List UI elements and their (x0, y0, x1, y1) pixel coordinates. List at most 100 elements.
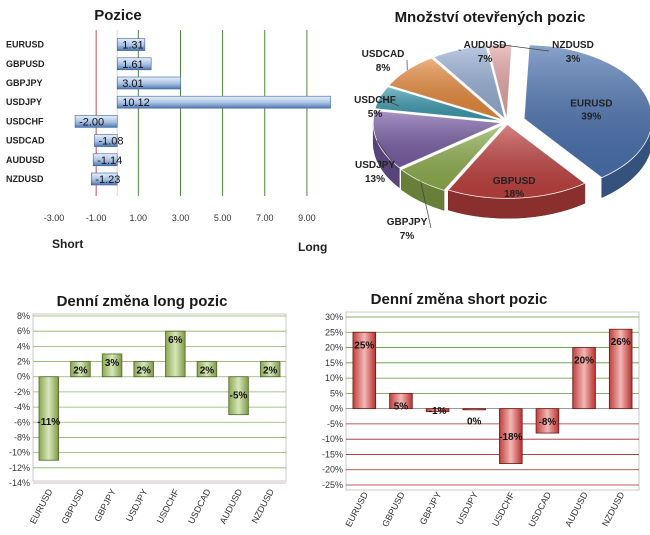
y-tick-label: -25% (322, 480, 343, 490)
y-tick-label: -2% (14, 387, 30, 397)
position-value-label: -1.23 (95, 174, 120, 186)
short-label: Short (52, 237, 83, 251)
y-tick-label: 4% (17, 341, 30, 351)
position-category-label: GBPUSD (6, 59, 45, 69)
pie-slice-highlight (401, 124, 504, 191)
position-category-label: USDCAD (6, 136, 45, 146)
pie-leader-line (379, 97, 400, 107)
short-change-chart: Denní změna short pozic 30% 25% 20% 15% 10% 5… (322, 291, 640, 529)
bar (228, 376, 249, 416)
bar (535, 408, 560, 434)
position-category-label: AUDUSD (6, 155, 45, 165)
bar-value-label: -18% (499, 432, 522, 443)
pie-slice-highlight (524, 44, 650, 178)
position-bar (116, 38, 146, 51)
position-value-label: -1.08 (98, 136, 123, 148)
bar (70, 361, 91, 378)
x-category-label: USDCAD (186, 487, 213, 526)
bar (389, 392, 413, 410)
bar (165, 330, 186, 378)
long-change-title: Denní změna long pozic (57, 293, 228, 310)
y-tick-label: 10% (325, 373, 343, 383)
x-category-label: GBPUSD (380, 490, 407, 529)
pie-slice-highlight (388, 58, 503, 120)
position-bar (116, 76, 181, 90)
pie-slice-percent: 13% (365, 174, 385, 185)
bar (608, 328, 633, 410)
bar-value-label: 6% (168, 335, 183, 346)
position-bar (74, 115, 118, 128)
pie-slice-highlight (433, 45, 505, 119)
x-tick-label: -3.00 (44, 213, 65, 223)
position-bar (91, 172, 118, 186)
x-category-label: USDCHF (490, 490, 517, 528)
pie-slice-percent: 5% (368, 109, 383, 120)
x-tick-label: 9.00 (298, 213, 316, 223)
y-tick-label: 8% (17, 311, 30, 321)
position-bar (94, 134, 118, 147)
x-category-label: NZDUSD (250, 487, 277, 525)
bar (499, 408, 523, 465)
pie-slice-label: GBPJPY (387, 217, 428, 228)
y-tick-label: 5% (330, 388, 343, 398)
position-value-label: 1.31 (122, 40, 143, 52)
y-tick-label: 30% (325, 312, 343, 322)
y-tick-label: -4% (14, 402, 30, 412)
bar (572, 347, 596, 410)
position-category-label: USDJPY (6, 97, 42, 107)
bar-value-label: 2% (73, 366, 88, 377)
pie-slice-label: EURUSD (570, 99, 612, 110)
pie-slice-label: AUDUSD (464, 40, 507, 51)
position-bar (116, 95, 331, 109)
bar-value-label: 25% (354, 340, 374, 351)
pie-slice-percent: 3% (566, 54, 581, 65)
y-tick-label: -10% (9, 448, 30, 458)
x-category-label: AUDUSD (218, 487, 245, 526)
pie-slice-label: USDCAD (362, 49, 405, 60)
y-tick-label: -14% (9, 478, 30, 488)
bar-value-label: 2% (263, 366, 278, 377)
bar (133, 361, 154, 378)
y-tick-label: -10% (322, 434, 343, 444)
x-category-label: USDCHF (155, 487, 182, 525)
position-bar (92, 153, 118, 167)
position-category-label: NZDUSD (6, 174, 44, 184)
position-value-label: -1.14 (97, 155, 122, 167)
x-category-label: USDJPY (124, 487, 150, 523)
bar-value-label: 26% (611, 337, 631, 348)
x-category-label: USDCAD (527, 490, 554, 529)
bar (101, 353, 123, 378)
bar-value-label: 2% (200, 366, 215, 377)
positions-chart: Pozice 1.31 1.61 3.01 10.12 -2.00 -1.08 -1.14 -… (6, 7, 331, 254)
bar (425, 408, 450, 413)
y-tick-label: -5% (327, 419, 343, 429)
y-tick-label: 6% (17, 326, 30, 336)
y-tick-label: -20% (322, 465, 343, 475)
bar-value-label: -1% (429, 406, 447, 417)
x-category-label: GBPJPY (418, 490, 444, 526)
bar-value-label: 2% (136, 366, 151, 377)
x-tick-label: 5.00 (214, 213, 232, 223)
y-tick-label: 20% (325, 343, 343, 353)
y-tick-label: 15% (325, 358, 343, 368)
x-category-label: NZDUSD (600, 490, 627, 528)
pie-leader-line (499, 44, 550, 52)
x-category-label: EURUSD (343, 490, 370, 529)
x-category-label: EURUSD (28, 487, 55, 526)
x-tick-label: 7.00 (256, 213, 274, 223)
bar-value-label: 0% (467, 417, 482, 428)
open-positions-pie-chart: Množství otevřených pozic EURUSD 39% GBPUS… (354, 9, 650, 242)
pie-title: Množství otevřených pozic (395, 9, 586, 26)
bar-value-label: -8% (539, 417, 557, 428)
long-label: Long (298, 240, 327, 254)
positions-title: Pozice (94, 7, 142, 24)
x-tick-label: 1.00 (130, 213, 148, 223)
pie-slice-label: USDCHF (354, 95, 396, 106)
pie-slice-label: GBPUSD (493, 176, 536, 187)
bar (259, 361, 281, 378)
y-tick-label: 0% (17, 372, 30, 382)
pie-slice-highlight (487, 44, 512, 119)
y-tick-label: -12% (9, 463, 30, 473)
pie-leader-line (458, 49, 462, 52)
pie-slice-percent: 39% (581, 112, 601, 123)
